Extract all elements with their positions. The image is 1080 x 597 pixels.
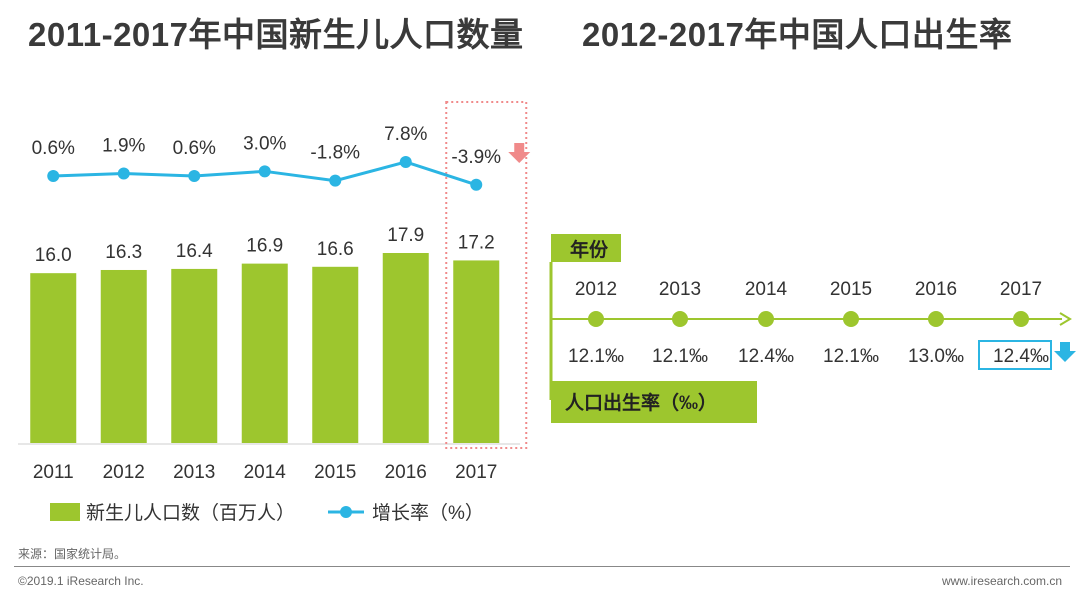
birth-rate-value-label: 12.1‰ [652,346,708,367]
x-tick-label: 2014 [244,462,287,483]
bar-value-label: 16.3 [105,242,142,263]
timeline-year-label: 2017 [1000,279,1042,300]
right-chart-title: 2012-2017年中国人口出生率 [582,16,1013,53]
growth-value-label: 1.9% [102,135,145,156]
growth-value-label: -3.9% [451,147,501,168]
birth-rate-value-label: 12.1‰ [568,346,624,367]
decline-arrow-icon-rate [1054,342,1076,362]
growth-point-2016 [399,155,412,168]
legend-line-label: 增长率（%） [372,502,484,524]
growth-point-2012 [117,167,130,180]
bar-2014 [241,263,288,443]
growth-point-2011 [47,170,60,182]
timeline-year-label: 2013 [659,279,701,300]
bar-2011 [30,273,77,443]
birth-rate-value-label: 12.4‰ [993,346,1049,367]
timeline-point-2012 [588,311,604,327]
timeline-year-label: 2015 [830,279,872,300]
source-note: 来源：国家统计局。 [18,547,127,561]
bar-value-label: 16.6 [317,239,354,260]
timeline-year-label: 2014 [745,279,788,300]
x-tick-label: 2012 [103,462,145,483]
x-tick-label: 2015 [314,462,356,483]
year-header-box [551,234,621,262]
year-header-label: 年份 [570,238,609,261]
bar-value-label: 16.9 [246,236,283,257]
timeline-year-label: 2016 [915,279,957,300]
growth-point-2017 [470,178,483,191]
bar-2012 [100,269,147,443]
bar-2017 [453,260,500,443]
timeline-arrow-icon [1059,312,1072,326]
timeline-point-2013 [672,311,688,327]
decline-arrow-icon [508,143,531,163]
bar-value-label: 16.0 [35,245,72,266]
bar-2013 [171,268,218,443]
timeline-point-2016 [928,311,944,327]
bar-value-label: 17.9 [387,225,424,246]
highlight-box-2017 [445,101,528,449]
birth-rate-label-box [551,381,757,423]
legend-line-marker [340,506,352,518]
x-tick-label: 2011 [33,462,74,483]
copyright: ©2019.1 iResearch Inc. [18,574,144,588]
website-link[interactable]: www.iresearch.com.cn [941,574,1062,588]
x-tick-label: 2017 [455,462,497,483]
timeline-point-2015 [843,311,859,327]
growth-value-label: 7.8% [384,124,427,145]
x-tick-label: 2016 [385,462,427,483]
legend-bar-swatch [50,503,80,521]
timeline-point-2014 [758,311,774,327]
growth-value-label: 0.6% [32,138,75,159]
timeline-year-label: 2012 [575,279,617,300]
bar-value-label: 16.4 [176,241,213,262]
bar-value-label: 17.2 [458,232,495,253]
growth-point-2013 [188,170,201,182]
bar-2016 [382,253,429,443]
birth-rate-series-label: 人口出生率（‰） [565,391,717,414]
highlight-box-2017-rate [978,340,1052,370]
x-tick-label: 2013 [173,462,215,483]
left-chart-title: 2011-2017年中国新生儿人口数量 [28,16,524,53]
birth-rate-value-label: 12.4‰ [738,346,794,367]
growth-value-label: 3.0% [243,133,286,154]
growth-point-2015 [329,174,342,187]
legend-bar-label: 新生儿人口数（百万人） [86,502,295,524]
bar-2015 [312,266,359,443]
birth-rate-value-label: 13.0‰ [908,346,964,367]
birth-rate-value-label: 12.1‰ [823,346,879,367]
growth-value-label: 0.6% [173,138,216,159]
growth-value-label: -1.8% [310,143,360,164]
timeline-point-2017 [1013,311,1029,327]
growth-point-2014 [258,165,271,178]
footer-divider [14,566,1070,567]
